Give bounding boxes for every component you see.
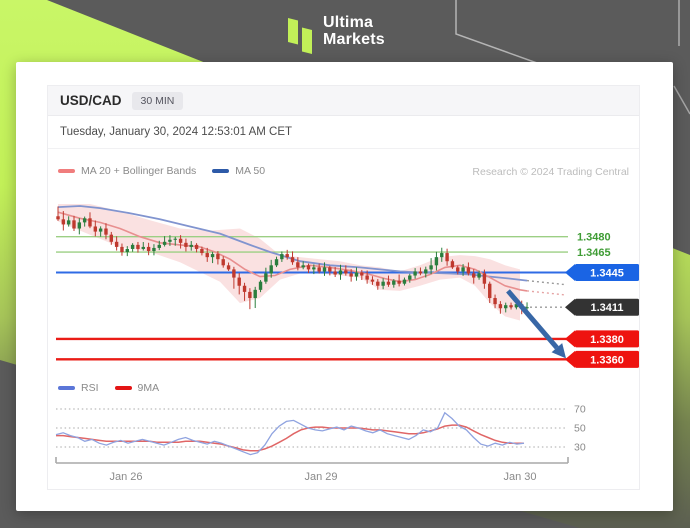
svg-text:50: 50 xyxy=(574,423,586,435)
legend-label: MA 20 + Bollinger Bands xyxy=(81,165,197,177)
research-credit: Research © 2024 Trading Central xyxy=(472,166,629,178)
legend-label: RSI xyxy=(81,382,99,394)
legend-item: RSI xyxy=(58,382,99,394)
svg-text:1.3465: 1.3465 xyxy=(577,247,611,259)
legend-item: 9MA xyxy=(114,382,160,394)
svg-text:1.3411: 1.3411 xyxy=(590,302,623,314)
brand-line1: Ultima xyxy=(323,14,374,31)
timeframe-badge: 30 MIN xyxy=(131,91,184,110)
svg-text:30: 30 xyxy=(574,442,586,454)
svg-text:70: 70 xyxy=(574,404,586,416)
legend-color-dash xyxy=(114,386,132,390)
chart-card: USD/CAD 30 MIN Tuesday, January 30, 2024… xyxy=(16,62,673,511)
brand-line2: Markets xyxy=(323,31,385,48)
legend-item: MA 50 xyxy=(212,165,265,177)
symbol-title: USD/CAD xyxy=(60,93,122,108)
svg-text:1.3360: 1.3360 xyxy=(590,354,624,366)
svg-text:1.3380: 1.3380 xyxy=(590,334,624,346)
trading-central-widget: USD/CAD 30 MIN Tuesday, January 30, 2024… xyxy=(47,85,640,490)
legend-item: MA 20 + Bollinger Bands xyxy=(58,165,196,177)
svg-text:1.3480: 1.3480 xyxy=(577,232,611,244)
rsi-panel-legend: RSI 9MA xyxy=(58,382,159,394)
legend-color-dash xyxy=(212,169,230,173)
legend-color-dash xyxy=(58,386,75,390)
chart-title-bar: USD/CAD 30 MIN xyxy=(48,86,639,116)
svg-text:Jan 26: Jan 26 xyxy=(109,471,142,483)
brand-logo: Ultima Markets xyxy=(288,14,385,56)
timestamp-row: Tuesday, January 30, 2024 12:53:01 AM CE… xyxy=(48,116,639,149)
legend-color-dash xyxy=(58,169,75,173)
candlestick-and-rsi-chart: 1.3480 1.3465 1.3445 1.3411 1.3380 1.3360 70 50… xyxy=(55,204,639,483)
ultima-markets-logo-icon xyxy=(288,18,312,54)
legend-label: MA 50 xyxy=(235,165,266,177)
timestamp-text: Tuesday, January 30, 2024 12:53:01 AM CE… xyxy=(60,126,293,138)
svg-text:Jan 30: Jan 30 xyxy=(503,471,536,483)
price-panel-legend: MA 20 + Bollinger Bands MA 50 xyxy=(58,165,265,177)
svg-text:1.3445: 1.3445 xyxy=(590,267,624,279)
brand-name: Ultima Markets xyxy=(323,14,385,48)
legend-label: 9MA xyxy=(137,382,160,394)
svg-text:Jan 29: Jan 29 xyxy=(304,471,337,483)
